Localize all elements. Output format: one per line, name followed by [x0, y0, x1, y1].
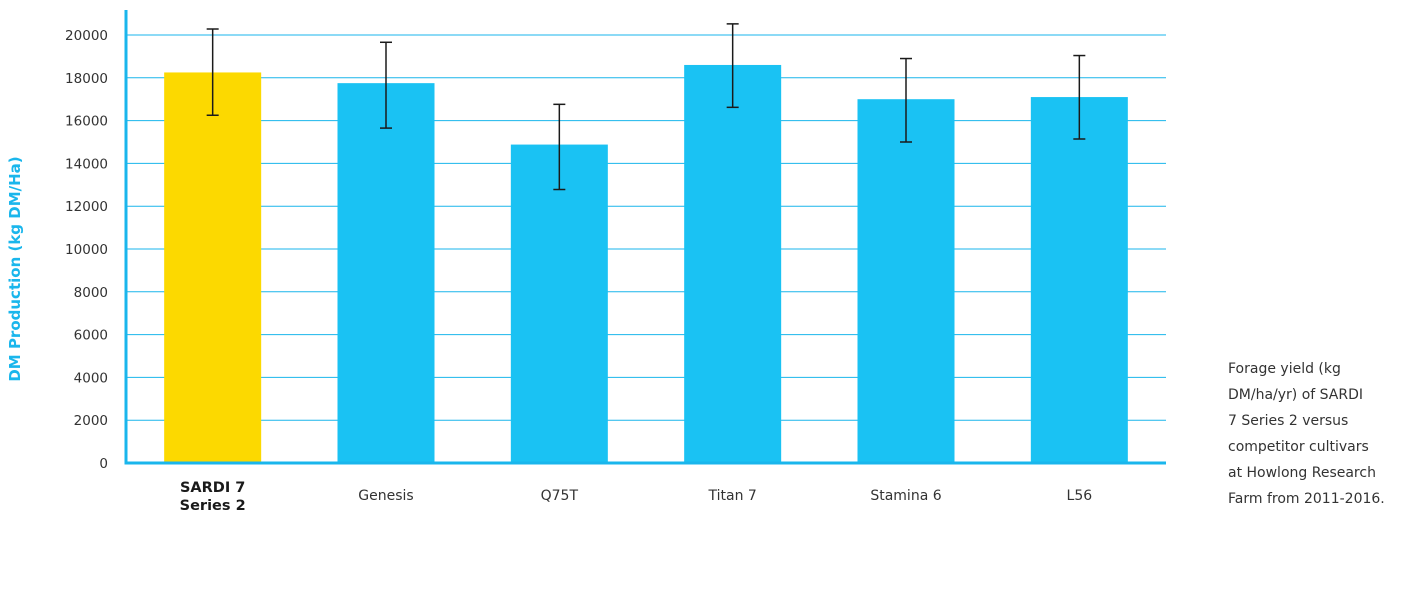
caption-line: at Howlong Research	[1228, 465, 1376, 481]
y-tick-label: 14000	[65, 156, 108, 172]
error-bars	[206, 23, 1086, 191]
x-category-label: SARDI 7	[180, 480, 245, 496]
x-category-label: Genesis	[358, 488, 413, 504]
y-tick-label: 6000	[74, 328, 108, 344]
y-tick-label: 4000	[74, 370, 108, 386]
bars	[164, 64, 1128, 464]
x-category-labels: SARDI 7 Series 2 Genesis Q75T Titan 7 Stamina…	[180, 480, 1093, 514]
caption-line: competitor cultivars	[1228, 439, 1369, 455]
y-tick-label: 18000	[65, 71, 108, 87]
x-category-label: Series 2	[180, 498, 246, 514]
y-tick-label: 2000	[74, 413, 108, 429]
caption-line: Farm from 2011-2016.	[1228, 491, 1385, 507]
y-tick-label: 8000	[74, 285, 108, 301]
caption-line: Forage yield (kg	[1228, 361, 1341, 377]
bar	[510, 144, 608, 463]
x-category-label: Titan 7	[708, 488, 757, 504]
axes	[124, 10, 1166, 465]
caption-line: 7 Series 2 versus	[1228, 413, 1349, 429]
y-tick-label: 10000	[65, 242, 108, 258]
y-tick-label: 0	[99, 456, 108, 472]
bar	[857, 99, 955, 463]
bar	[684, 64, 782, 464]
y-tick-label: 16000	[65, 114, 108, 130]
x-category-label: Q75T	[541, 488, 579, 504]
grid-lines	[126, 34, 1166, 421]
y-tick-labels: 0 2000 4000 6000 8000 10000 12000 14000 16000 180…	[65, 28, 108, 472]
x-category-label: L56	[1067, 488, 1093, 504]
y-tick-label: 12000	[65, 199, 108, 215]
y-axis-label: DM Production (kg DM/Ha)	[6, 156, 24, 381]
caption-line: DM/ha/yr) of SARDI	[1228, 387, 1364, 403]
bar	[1030, 97, 1128, 463]
bar	[164, 72, 262, 463]
figure-caption: Forage yield (kg DM/ha/yr) of SARDI 7 Se…	[1228, 356, 1418, 512]
bar	[337, 83, 435, 464]
x-category-label: Stamina 6	[870, 488, 941, 504]
y-tick-label: 20000	[65, 28, 108, 44]
